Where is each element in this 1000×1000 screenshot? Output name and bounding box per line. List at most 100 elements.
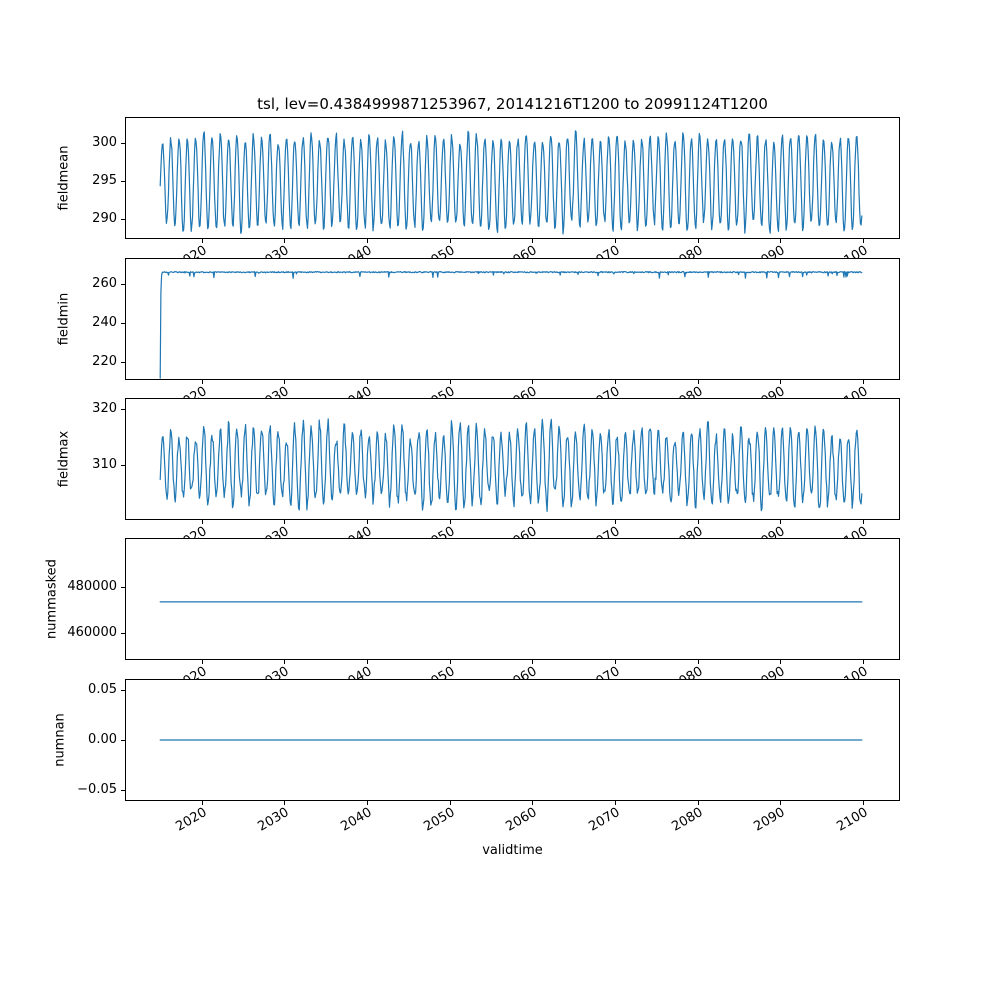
x-tick-mark xyxy=(615,801,616,805)
x-tick-mark xyxy=(698,660,699,664)
x-tick-mark xyxy=(780,380,781,384)
x-tick-mark xyxy=(450,801,451,805)
x-tick-mark xyxy=(532,520,533,524)
y-tick-label: −0.05 xyxy=(77,782,117,798)
y-tick-mark xyxy=(121,143,125,144)
x-tick-mark xyxy=(532,660,533,664)
x-tick-mark xyxy=(202,239,203,243)
subplot-nummasked: nummasked 460000 480000 2020 2030 2040 2050 2… xyxy=(0,538,1000,694)
x-tick-label: 2100 xyxy=(834,805,871,835)
x-tick-mark xyxy=(863,660,864,664)
x-tick-mark xyxy=(615,520,616,524)
x-axis-label: validtime xyxy=(482,843,543,858)
y-tick-mark xyxy=(121,690,125,691)
x-tick-mark xyxy=(284,660,285,664)
y-tick-mark xyxy=(121,587,125,588)
y-tick-label: 0.05 xyxy=(88,681,117,697)
x-tick-mark xyxy=(284,239,285,243)
y-tick-mark xyxy=(121,790,125,791)
x-tick-mark xyxy=(450,380,451,384)
fieldmean-line-chart xyxy=(125,117,900,239)
y-tick-mark xyxy=(121,465,125,466)
x-tick-mark xyxy=(367,380,368,384)
x-tick-label: 2060 xyxy=(503,805,540,835)
x-tick-mark xyxy=(532,239,533,243)
x-tick-mark xyxy=(202,520,203,524)
x-tick-mark xyxy=(863,801,864,805)
x-tick-mark xyxy=(532,801,533,805)
y-tick-label: 260 xyxy=(92,276,117,292)
y-tick-label: 240 xyxy=(92,314,117,330)
y-tick-mark xyxy=(121,362,125,363)
numnan-line-chart xyxy=(125,679,900,801)
y-tick-label: 320 xyxy=(92,400,117,416)
fieldmax-line-chart xyxy=(125,398,900,520)
x-tick-label: 2030 xyxy=(255,805,292,835)
x-tick-mark xyxy=(863,239,864,243)
y-tick-label: 0.00 xyxy=(88,732,117,747)
x-tick-mark xyxy=(780,239,781,243)
y-tick-mark xyxy=(121,284,125,285)
y-tick-labels: 310 320 xyxy=(0,398,125,520)
y-tick-mark xyxy=(121,409,125,410)
x-tick-label: 2040 xyxy=(338,805,375,835)
y-tick-mark xyxy=(121,323,125,324)
x-tick-mark xyxy=(863,380,864,384)
x-tick-label: 2020 xyxy=(173,805,210,835)
x-tick-label: 2050 xyxy=(421,805,458,835)
x-tick-mark xyxy=(863,520,864,524)
x-tick-label: 2080 xyxy=(669,805,706,835)
x-tick-mark xyxy=(698,520,699,524)
x-tick-mark xyxy=(450,520,451,524)
y-tick-mark xyxy=(121,633,125,634)
x-tick-mark xyxy=(780,660,781,664)
fieldmin-line-chart xyxy=(125,258,900,380)
nummasked-line-chart xyxy=(125,538,900,660)
x-tick-mark xyxy=(450,239,451,243)
x-tick-mark xyxy=(615,380,616,384)
y-tick-label: 460000 xyxy=(67,624,117,640)
x-tick-mark xyxy=(202,380,203,384)
x-tick-mark xyxy=(367,520,368,524)
y-tick-label: 480000 xyxy=(67,579,117,595)
x-tick-mark xyxy=(780,520,781,524)
x-tick-mark xyxy=(615,660,616,664)
x-tick-mark xyxy=(698,801,699,805)
y-tick-mark xyxy=(121,181,125,182)
y-tick-label: 300 xyxy=(92,134,117,150)
y-tick-label: 220 xyxy=(92,353,117,369)
x-tick-mark xyxy=(450,660,451,664)
chart-title: tsl, lev=0.4384999871253967, 20141216T12… xyxy=(257,95,768,113)
y-tick-labels: 220 240 260 xyxy=(0,258,125,380)
x-tick-mark xyxy=(367,660,368,664)
x-tick-mark xyxy=(202,660,203,664)
fieldmean-series xyxy=(159,130,863,235)
y-tick-mark xyxy=(121,219,125,220)
y-tick-label: 290 xyxy=(92,210,117,226)
fieldmin-series xyxy=(159,271,863,379)
x-tick-mark xyxy=(284,380,285,384)
y-tick-labels: 290 295 300 xyxy=(0,117,125,239)
x-tick-mark xyxy=(284,520,285,524)
subplot-numnan: numnan −0.05 0.00 0.05 2020 2030 2040 2050 206… xyxy=(0,679,1000,835)
y-tick-label: 310 xyxy=(92,457,117,473)
x-tick-mark xyxy=(284,801,285,805)
x-tick-label: 2090 xyxy=(751,805,788,835)
x-tick-mark xyxy=(698,239,699,243)
x-tick-mark xyxy=(367,239,368,243)
y-tick-mark xyxy=(121,740,125,741)
y-tick-label: 295 xyxy=(92,172,117,188)
x-tick-mark xyxy=(532,380,533,384)
fieldmax-series xyxy=(159,418,863,513)
y-tick-labels: 460000 480000 xyxy=(0,538,125,660)
x-tick-mark xyxy=(780,801,781,805)
x-tick-mark xyxy=(367,801,368,805)
x-tick-mark xyxy=(615,239,616,243)
